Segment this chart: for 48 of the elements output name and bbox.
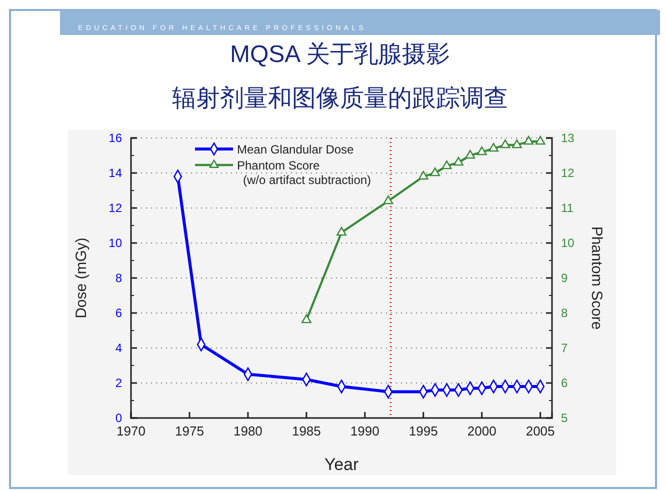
x-tick-label: 1995 bbox=[408, 423, 438, 438]
point bbox=[336, 226, 346, 236]
point bbox=[535, 136, 546, 145]
point bbox=[500, 139, 510, 148]
x-tick-label: 1985 bbox=[292, 423, 321, 438]
y-tick-label: 0 bbox=[115, 410, 122, 425]
x-axis-title: Year bbox=[324, 455, 360, 474]
y2-tick-label: 13 bbox=[561, 130, 575, 145]
x-tick-label: 1970 bbox=[116, 423, 146, 438]
point bbox=[476, 146, 487, 156]
chart-subtitle: 辐射剂量和图像质量的跟踪调查 bbox=[172, 85, 508, 112]
y2-tick-label: 12 bbox=[561, 166, 575, 180]
point bbox=[524, 136, 534, 145]
x-tick-label: 1980 bbox=[233, 423, 262, 438]
y-tick-label: 4 bbox=[115, 340, 122, 355]
legend-label: Phantom Score bbox=[237, 158, 320, 172]
chart-title: MQSA 关于乳腺摄影 bbox=[230, 41, 450, 68]
y-tick-label: 2 bbox=[115, 376, 122, 390]
y-tick-label: 8 bbox=[115, 270, 122, 285]
y2-axis-title: Phantom Score bbox=[588, 226, 605, 330]
point bbox=[465, 150, 476, 159]
point bbox=[301, 314, 312, 324]
legend-label: Mean Glandular Dose bbox=[237, 142, 354, 156]
x-tick-label: 2005 bbox=[526, 423, 555, 438]
y-tick-label: 12 bbox=[108, 200, 122, 215]
y2-tick-label: 5 bbox=[561, 410, 568, 425]
point bbox=[418, 170, 428, 180]
point bbox=[383, 195, 394, 204]
x-tick-label: 1975 bbox=[175, 423, 204, 438]
y2-tick-label: 7 bbox=[561, 340, 568, 355]
point bbox=[453, 156, 464, 166]
y2-tick-label: 9 bbox=[561, 270, 568, 285]
x-tick-label: 1990 bbox=[350, 423, 380, 438]
y2-tick-label: 11 bbox=[561, 200, 574, 215]
y-tick-label: 16 bbox=[108, 130, 122, 145]
y-tick-label: 6 bbox=[115, 306, 122, 320]
annotation: (w/o artifact subtraction) bbox=[243, 173, 372, 187]
point bbox=[442, 160, 452, 170]
y-tick-label: 14 bbox=[108, 166, 122, 180]
y2-tick-label: 8 bbox=[561, 306, 568, 320]
y2-tick-label: 10 bbox=[561, 236, 575, 250]
y-axis-title: Dose (mGy) bbox=[73, 238, 90, 318]
point bbox=[512, 139, 522, 148]
y-tick-label: 10 bbox=[108, 236, 122, 250]
x-tick-label: 2000 bbox=[467, 423, 496, 438]
point bbox=[430, 167, 440, 176]
point bbox=[488, 142, 498, 152]
y2-tick-label: 6 bbox=[561, 376, 568, 390]
